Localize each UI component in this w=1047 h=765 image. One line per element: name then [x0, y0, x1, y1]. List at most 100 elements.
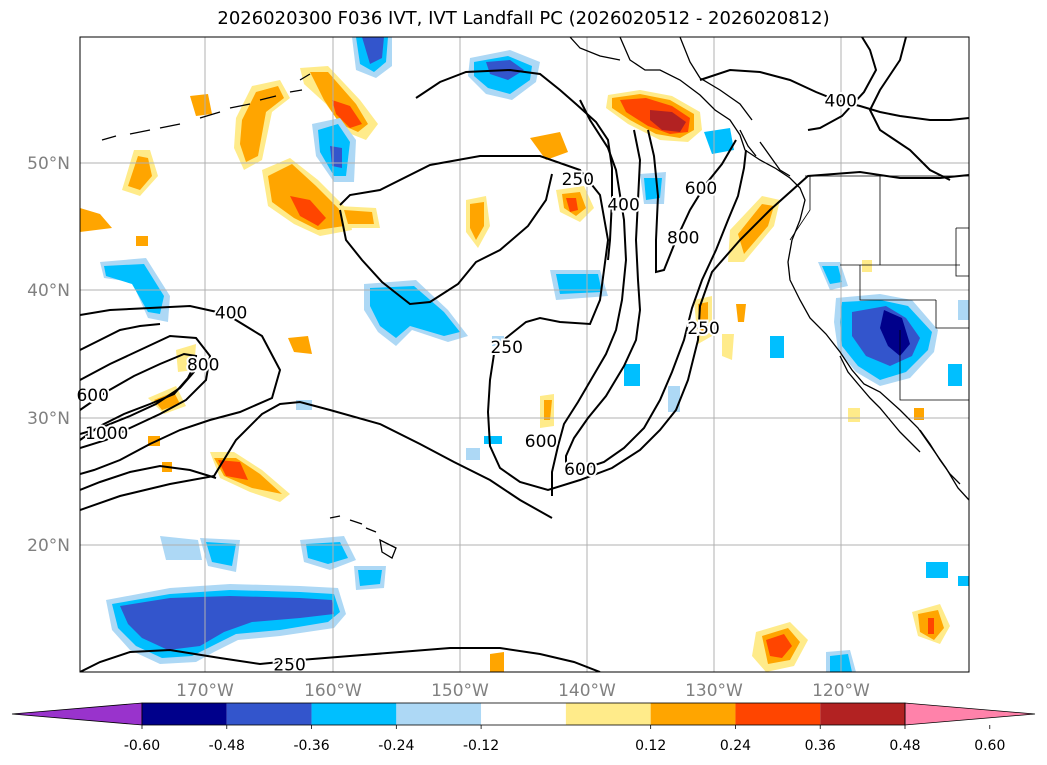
- coastline-alaska-islands: [569, 37, 791, 177]
- lon-label-160: 160°W: [304, 681, 362, 701]
- contour-label: 600: [76, 386, 108, 406]
- fill-patch: [650, 110, 686, 132]
- figure-title: 2026020300 F036 IVT, IVT Landfall PC (20…: [217, 8, 830, 29]
- colorbar-segment: [226, 703, 312, 725]
- fill-patch: [268, 164, 344, 230]
- fill-patch: [914, 408, 924, 420]
- lon-label-120: 120°W: [812, 681, 870, 701]
- coastline-aleutians: [101, 73, 311, 141]
- lat-label-40: 40°N: [27, 281, 70, 301]
- fill-patch: [466, 448, 480, 460]
- contour-label: 400: [825, 92, 857, 112]
- contour-label: 400: [607, 196, 639, 216]
- latitude-labels: 50°N 40°N 30°N 20°N: [27, 154, 70, 556]
- longitude-labels: 170°W 160°W 150°W 140°W 130°W 120°W: [176, 681, 870, 701]
- colorbar-tick-label: -0.48: [209, 738, 245, 754]
- contour-label: 250: [273, 655, 305, 675]
- fill-patch: [880, 310, 910, 356]
- ivt-pc-shading-negative: [100, 37, 969, 672]
- contour-label: 250: [687, 319, 719, 339]
- fill-patch: [926, 562, 948, 578]
- lat-label-20: 20°N: [27, 536, 70, 556]
- ivt-pc-shading: [80, 66, 950, 672]
- map-frame-content: [80, 37, 969, 672]
- graticule: [80, 37, 969, 672]
- contour-400-north: [415, 68, 613, 261]
- colorbar-tick-label: -0.60: [124, 738, 160, 754]
- fill-patch: [80, 208, 112, 232]
- fill-patch: [738, 204, 774, 254]
- fill-patch: [484, 436, 502, 444]
- contour-upper-right-2: [868, 37, 951, 181]
- contour-250-west: [80, 400, 553, 519]
- fill-patch: [822, 266, 842, 284]
- lon-label-150: 150°W: [431, 681, 489, 701]
- fill-patch: [370, 286, 460, 338]
- fill-patch: [470, 202, 484, 240]
- lat-label-50: 50°N: [27, 154, 70, 174]
- contour-400-west: [80, 304, 282, 475]
- lat-label-30: 30°N: [27, 409, 70, 429]
- colorbar: -0.60 -0.48 -0.36 -0.24 -0.12 0.12 0.24 0.36 0.4…: [11, 702, 1036, 754]
- fill-patch: [704, 128, 734, 154]
- coastline-north-america: [619, 37, 969, 501]
- lon-label-140: 140°W: [558, 681, 616, 701]
- colorbar-segment: [396, 703, 482, 725]
- colorbar-tick-label: 0.24: [720, 738, 751, 754]
- fill-patch: [190, 94, 212, 116]
- fill-patch: [958, 576, 969, 586]
- colorbar-segment: [820, 703, 905, 725]
- contour-250-north: [339, 155, 969, 492]
- fill-patch: [128, 156, 152, 190]
- fill-patch: [120, 596, 334, 650]
- colorbar-segment: [735, 703, 821, 725]
- fill-patch: [344, 210, 374, 224]
- fill-patch: [176, 344, 196, 372]
- contour-label: 250: [562, 170, 594, 190]
- contour-west-edge: [80, 323, 161, 351]
- contour-1000-west: [80, 361, 197, 441]
- contour-label: 600: [564, 460, 596, 480]
- contour-600-ridge: [565, 129, 747, 471]
- fill-patch: [136, 236, 148, 246]
- colorbar-tick-label: -0.12: [463, 738, 499, 754]
- lon-label-170: 170°W: [176, 681, 234, 701]
- fill-patch: [958, 300, 969, 320]
- fill-patch: [306, 542, 348, 564]
- fill-patch: [928, 618, 934, 634]
- coastline-hawaii: [329, 515, 397, 559]
- colorbar-outline: [141, 702, 906, 726]
- fill-patch: [288, 336, 312, 354]
- colorbar-segment: [311, 703, 397, 725]
- contour-west-lower: [80, 464, 217, 491]
- contour-400-northeast: [699, 68, 969, 121]
- contour-800-west: [80, 334, 212, 449]
- fill-patch: [736, 304, 746, 322]
- colorbar-tick-label: 0.48: [889, 738, 920, 754]
- contour-label: 250: [490, 338, 522, 358]
- fill-patch: [722, 334, 734, 360]
- fill-patch: [624, 364, 640, 386]
- colorbar-segment: [142, 703, 227, 725]
- fill-patch: [668, 386, 680, 412]
- fill-patch: [104, 264, 164, 314]
- colorbar-tick-label: -0.24: [378, 738, 414, 754]
- fill-patch: [218, 460, 248, 480]
- contour-upper-right: [807, 37, 878, 131]
- colorbar-tick-label: 0.12: [635, 738, 666, 754]
- contour-label: 800: [667, 229, 699, 249]
- fill-patch: [766, 634, 792, 658]
- contour-label: 800: [187, 356, 219, 376]
- contour-label: 400: [215, 304, 247, 324]
- fill-patch: [154, 392, 180, 410]
- fill-patch: [490, 652, 504, 672]
- contour-250-gyre: [339, 173, 553, 306]
- contour-label: 1000: [85, 424, 128, 444]
- fill-patch: [206, 542, 236, 566]
- fill-patch: [644, 178, 662, 200]
- fill-patch: [544, 400, 552, 420]
- fill-patch: [362, 37, 384, 64]
- fill-patch: [530, 132, 568, 160]
